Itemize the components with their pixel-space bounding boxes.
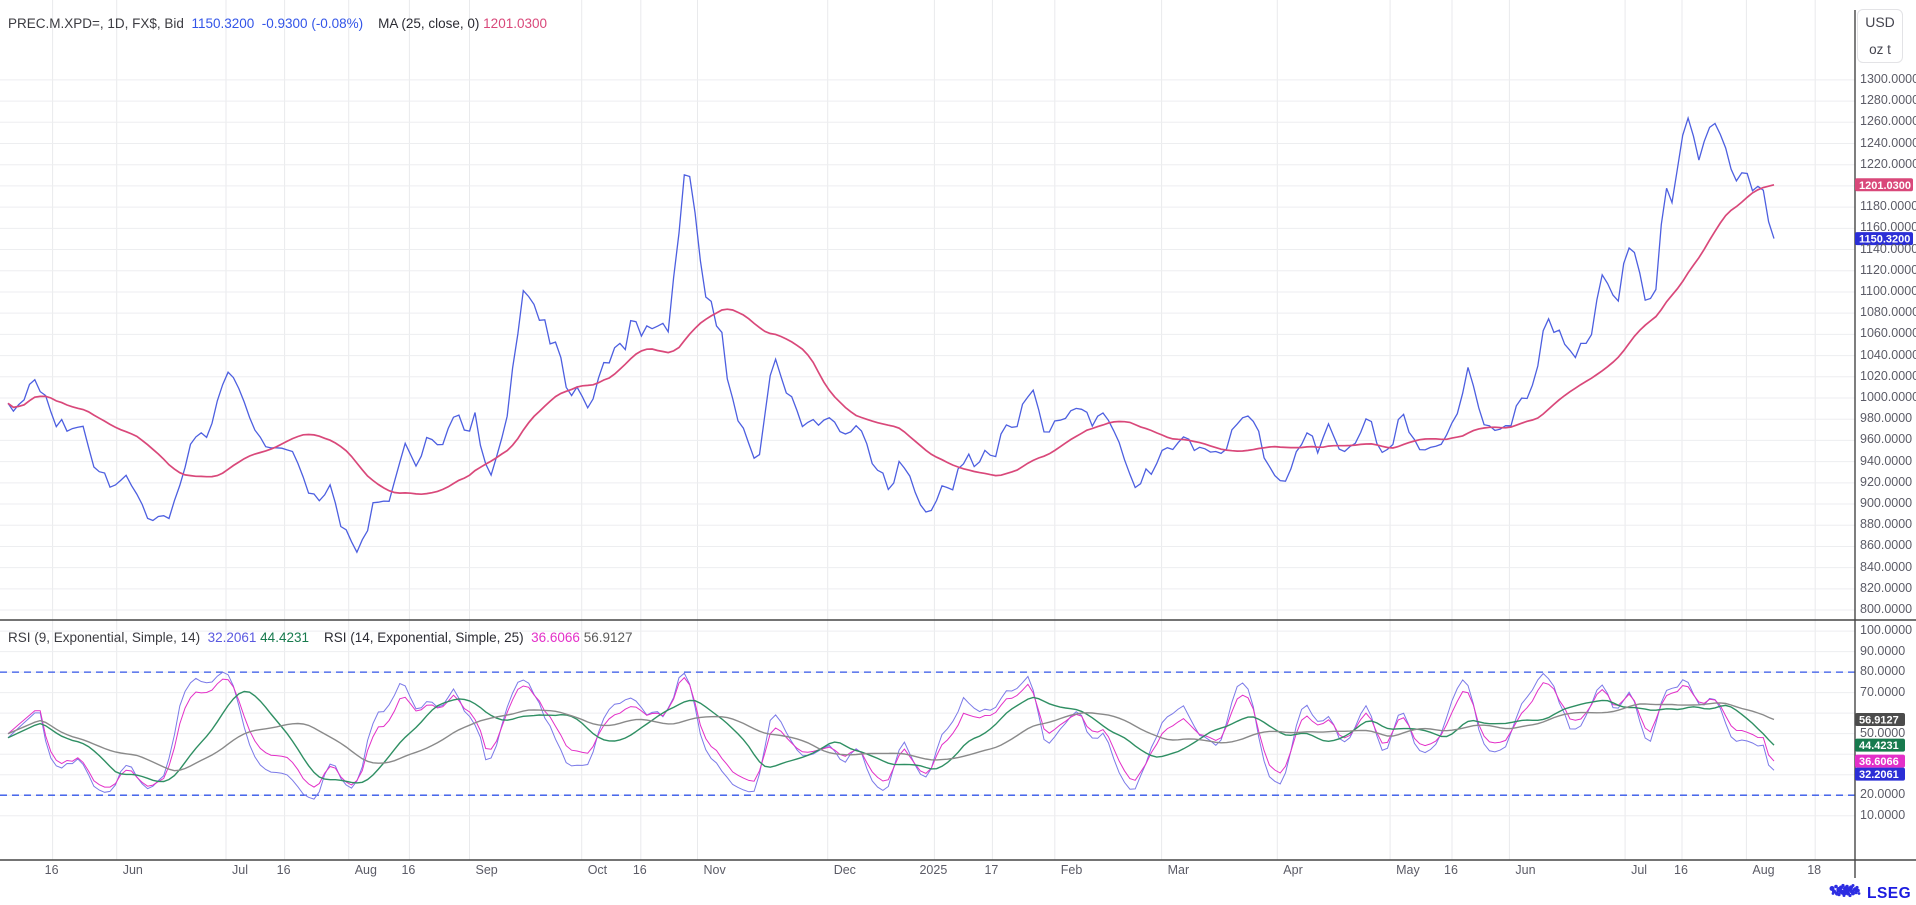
svg-text:36.6066: 36.6066: [1859, 756, 1899, 768]
svg-text:LSEG: LSEG: [1867, 885, 1911, 902]
svg-text:44.4231: 44.4231: [1859, 740, 1899, 752]
svg-text:32.2061: 32.2061: [1859, 769, 1899, 781]
svg-text:56.9127: 56.9127: [1859, 715, 1899, 727]
svg-text:1201.0300: 1201.0300: [1859, 180, 1911, 192]
